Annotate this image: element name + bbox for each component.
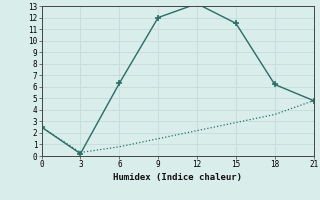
X-axis label: Humidex (Indice chaleur): Humidex (Indice chaleur) — [113, 173, 242, 182]
